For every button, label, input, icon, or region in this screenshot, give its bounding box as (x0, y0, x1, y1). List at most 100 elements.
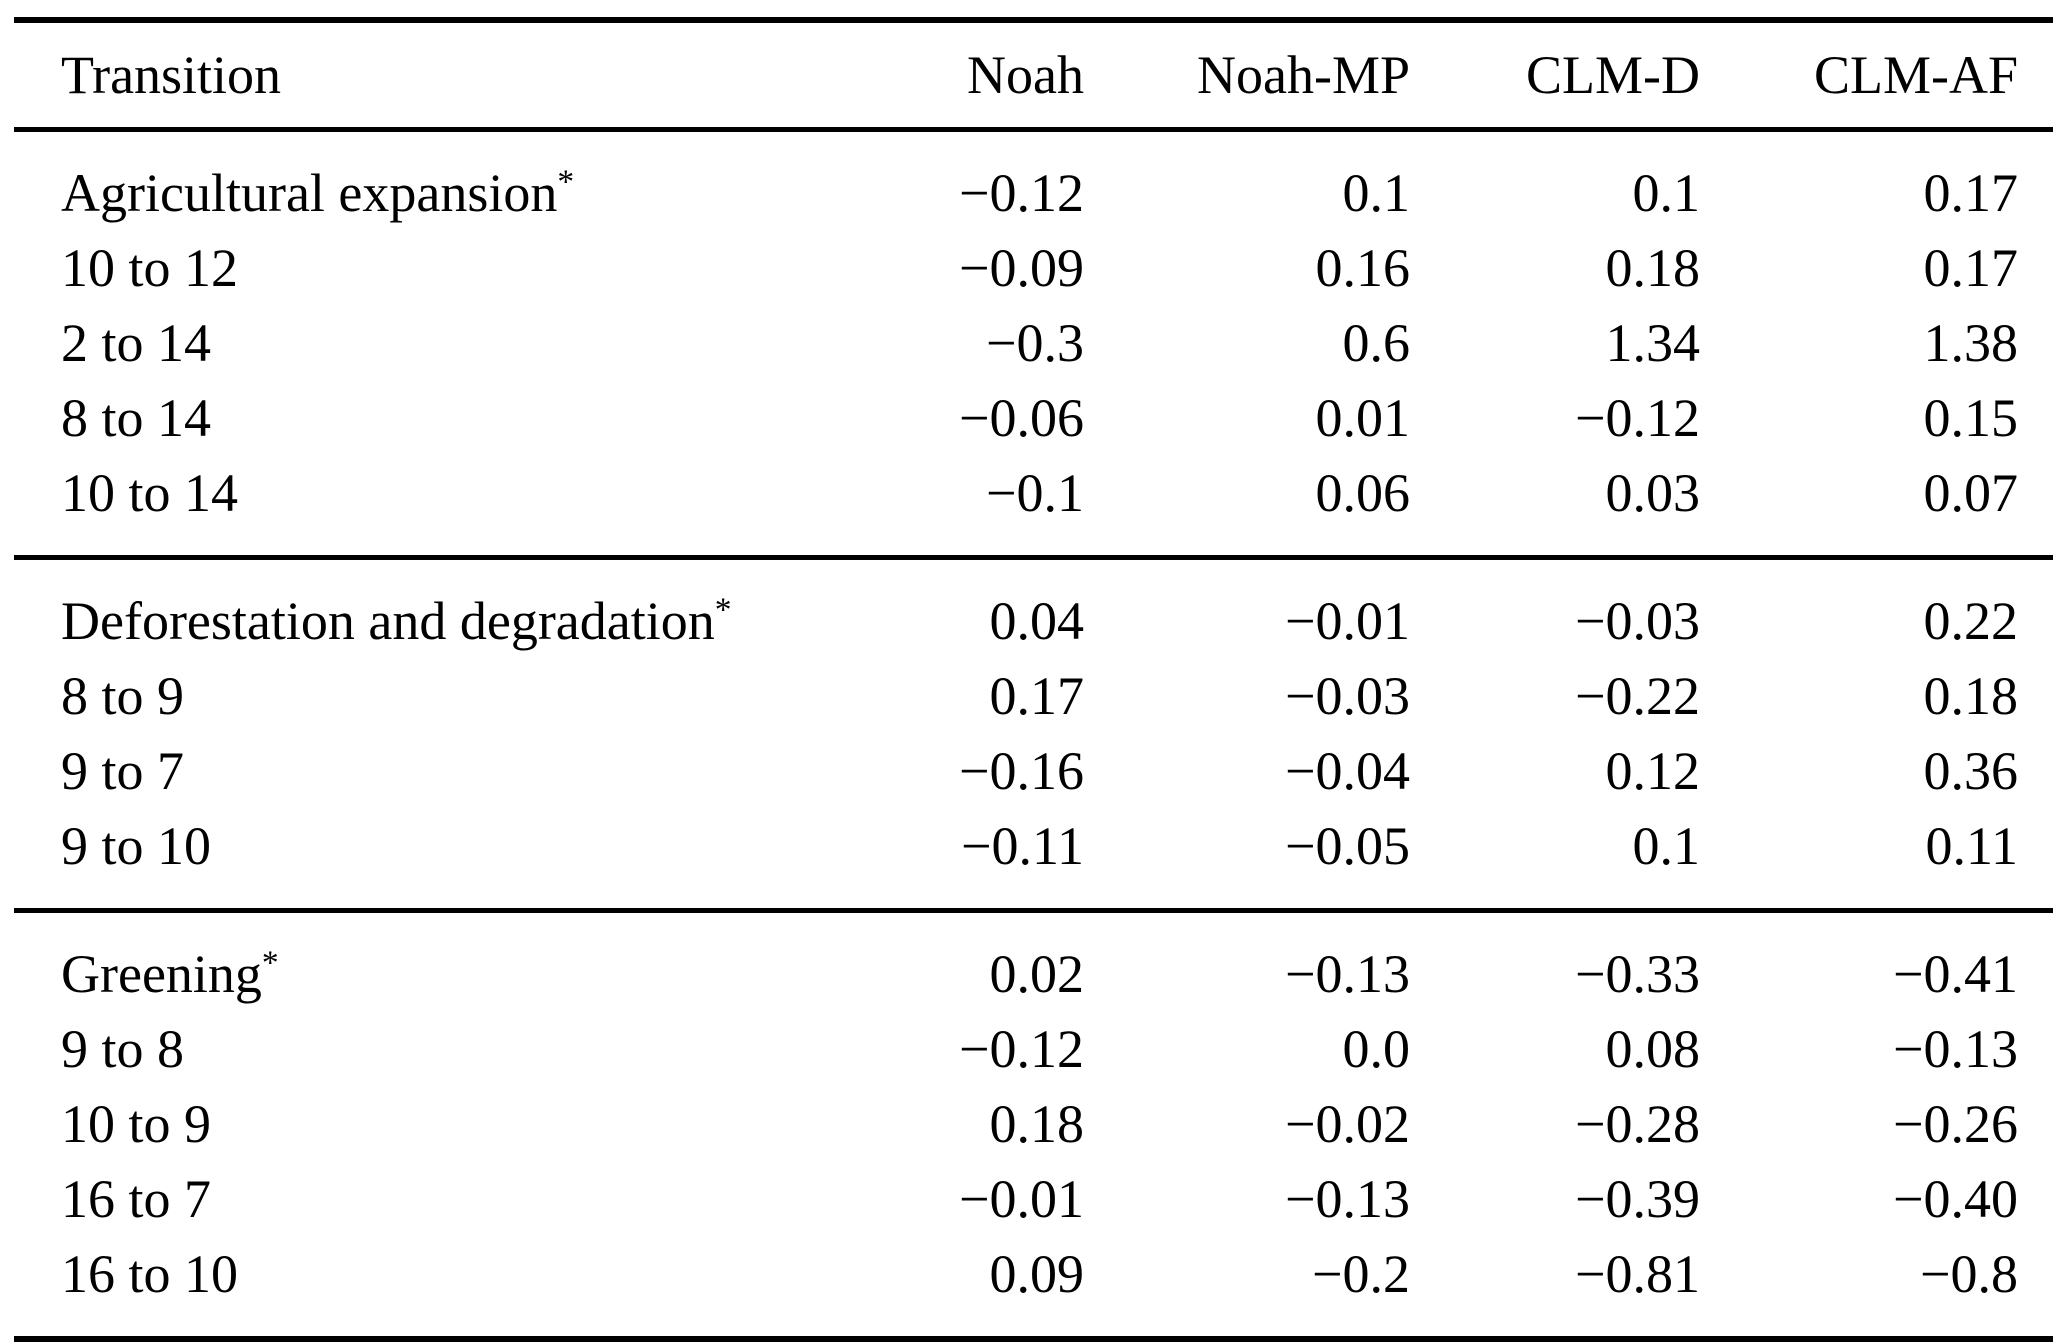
value-cell-clm-d: −0.12 (1575, 388, 1700, 448)
value-cell-noah: −0.09 (959, 238, 1084, 298)
value-cell-noah: −0.16 (959, 741, 1084, 801)
transition-label: 2 to 14 (61, 313, 212, 373)
transition-label: 9 to 7 (61, 741, 185, 801)
table-row: Greening* 0.02 −0.13 −0.33 −0.41 (14, 911, 2053, 1013)
table-row: 9 to 7 −0.16 −0.04 0.12 0.36 (14, 734, 2053, 809)
value-cell-clm-d: −0.81 (1575, 1244, 1700, 1304)
transition-cell: 10 to 14 (14, 456, 814, 558)
transition-label: 9 to 10 (61, 816, 212, 876)
value-cell-clm-af: −0.13 (1893, 1019, 2018, 1079)
table-row: 10 to 12 −0.09 0.16 0.18 0.17 (14, 231, 2053, 306)
col-header-noah-mp: Noah-MP (1197, 45, 1410, 105)
value-cell-clm-af: 0.15 (1923, 388, 2019, 448)
value-cell-noah: −0.12 (959, 1019, 1084, 1079)
value-cell-noah: 0.04 (989, 591, 1085, 651)
value-cell-clm-d: 0.12 (1605, 741, 1701, 801)
transition-cell: 9 to 7 (14, 734, 814, 809)
transition-cell: 9 to 8 (14, 1012, 814, 1087)
transition-cell: 10 to 12 (14, 231, 814, 306)
value-cell-noah-mp: 0.01 (1315, 388, 1411, 448)
table-row: Deforestation and degradation* 0.04 −0.0… (14, 558, 2053, 660)
value-cell-noah: 0.17 (989, 666, 1085, 726)
value-cell-clm-af: −0.40 (1893, 1169, 2018, 1229)
value-cell-noah-mp: 0.6 (1342, 313, 1411, 373)
value-cell-clm-d: 0.1 (1632, 163, 1701, 223)
value-cell-noah-mp: −0.02 (1285, 1094, 1410, 1154)
transition-label: 10 to 12 (61, 238, 239, 298)
transition-cell: Deforestation and degradation* (14, 558, 814, 660)
significance-asterisk: * (714, 591, 732, 629)
value-cell-noah-mp: −0.13 (1285, 1169, 1410, 1229)
value-cell-noah-mp: 0.0 (1342, 1019, 1411, 1079)
value-cell-noah-mp: 0.1 (1342, 163, 1411, 223)
value-cell-clm-d: −0.03 (1575, 591, 1700, 651)
col-header-noah: Noah (967, 45, 1084, 105)
transition-label: 10 to 9 (61, 1094, 212, 1154)
value-cell-clm-af: −0.41 (1893, 944, 2018, 1004)
value-cell-clm-af: 0.22 (1923, 591, 2019, 651)
value-cell-clm-d: −0.39 (1575, 1169, 1700, 1229)
table-row: 16 to 10 0.09 −0.2 −0.81 −0.8 (14, 1237, 2053, 1339)
value-cell-noah-mp: −0.03 (1285, 666, 1410, 726)
value-cell-noah: −0.3 (986, 313, 1084, 373)
table-row: Agricultural expansion* −0.12 0.1 0.1 0.… (14, 130, 2053, 232)
transition-cell: 16 to 7 (14, 1162, 814, 1237)
value-cell-clm-af: −0.8 (1920, 1244, 2018, 1304)
significance-asterisk: * (261, 944, 279, 982)
transition-cell: Agricultural expansion* (14, 130, 814, 232)
value-cell-noah: 0.02 (989, 944, 1085, 1004)
value-cell-clm-af: 0.17 (1923, 238, 2019, 298)
transition-label: 9 to 8 (61, 1019, 185, 1079)
value-cell-clm-af: 1.38 (1923, 313, 2019, 373)
value-cell-noah: −0.01 (959, 1169, 1084, 1229)
transition-cell: 8 to 9 (14, 659, 814, 734)
value-cell-clm-d: 0.03 (1605, 463, 1701, 523)
table-row: 10 to 9 0.18 −0.02 −0.28 −0.26 (14, 1087, 2053, 1162)
significance-asterisk: * (557, 163, 575, 201)
table-row: 2 to 14 −0.3 0.6 1.34 1.38 (14, 306, 2053, 381)
value-cell-noah-mp: −0.13 (1285, 944, 1410, 1004)
col-header-clm-d: CLM-D (1526, 45, 1700, 105)
value-cell-clm-d: −0.33 (1575, 944, 1700, 1004)
value-cell-clm-af: 0.11 (1925, 816, 2019, 876)
transition-table: Transition Noah Noah-MP CLM-D CLM-AF Agr… (14, 17, 2053, 1342)
value-cell-noah: −0.1 (986, 463, 1084, 523)
value-cell-clm-d: 0.08 (1605, 1019, 1701, 1079)
value-cell-noah: −0.12 (959, 163, 1084, 223)
transition-cell: 2 to 14 (14, 306, 814, 381)
table-header-row: Transition Noah Noah-MP CLM-D CLM-AF (14, 20, 2053, 130)
table-row: 9 to 10 −0.11 −0.05 0.1 0.11 (14, 809, 2053, 911)
value-cell-clm-af: 0.17 (1923, 163, 2019, 223)
value-cell-noah: −0.06 (959, 388, 1084, 448)
value-cell-clm-af: 0.07 (1923, 463, 2019, 523)
value-cell-clm-d: 1.34 (1605, 313, 1701, 373)
table-row: 16 to 7 −0.01 −0.13 −0.39 −0.40 (14, 1162, 2053, 1237)
value-cell-noah-mp: 0.06 (1315, 463, 1411, 523)
value-cell-clm-d: 0.1 (1632, 816, 1701, 876)
transition-label: 16 to 10 (61, 1244, 239, 1304)
table-header: Transition Noah Noah-MP CLM-D CLM-AF (14, 20, 2053, 130)
section-deforestation-and-degradation: Deforestation and degradation* 0.04 −0.0… (14, 557, 2053, 911)
value-cell-clm-af: −0.26 (1893, 1094, 2018, 1154)
transition-cell: Greening* (14, 911, 814, 1013)
transition-cell: 10 to 9 (14, 1087, 814, 1162)
value-cell-clm-d: 0.18 (1605, 238, 1701, 298)
transition-label: 8 to 14 (61, 388, 212, 448)
section-greening: Greening* 0.02 −0.13 −0.33 −0.41 9 to 8 … (14, 910, 2053, 1340)
table-row: 8 to 14 −0.06 0.01 −0.12 0.15 (14, 381, 2053, 456)
value-cell-clm-d: −0.28 (1575, 1094, 1700, 1154)
table-row: 9 to 8 −0.12 0.0 0.08 −0.13 (14, 1012, 2053, 1087)
value-cell-noah-mp: 0.16 (1315, 238, 1411, 298)
transition-label: Deforestation and degradation (61, 591, 715, 651)
transition-label: 8 to 9 (61, 666, 185, 726)
value-cell-noah-mp: −0.04 (1285, 741, 1410, 801)
value-cell-noah-mp: −0.01 (1285, 591, 1410, 651)
transition-cell: 8 to 14 (14, 381, 814, 456)
section-agricultural-expansion: Agricultural expansion* −0.12 0.1 0.1 0.… (14, 130, 2053, 558)
table-row: 10 to 14 −0.1 0.06 0.03 0.07 (14, 456, 2053, 558)
value-cell-noah: 0.18 (989, 1094, 1085, 1154)
table-row: 8 to 9 0.17 −0.03 −0.22 0.18 (14, 659, 2053, 734)
transition-label: Agricultural expansion (61, 163, 558, 223)
value-cell-noah: −0.11 (961, 816, 1084, 876)
